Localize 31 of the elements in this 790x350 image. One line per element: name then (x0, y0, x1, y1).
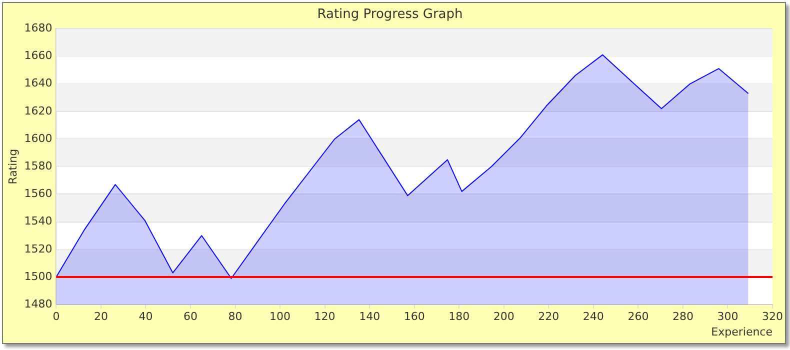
x-tick-label: 100 (270, 310, 291, 324)
y-tick-label: 1560 (24, 187, 52, 200)
x-tick-label: 80 (228, 310, 242, 324)
y-tick-label: 1640 (24, 76, 52, 90)
x-tick-label: 240 (582, 310, 604, 324)
y-tick-label: 1680 (24, 21, 52, 34)
y-tick-label: 1600 (24, 132, 52, 145)
y-axis-title: Rating (6, 148, 20, 184)
y-tick-label: 1660 (24, 49, 52, 62)
x-tick-label: 280 (672, 310, 694, 324)
x-tick-label: 320 (762, 310, 783, 324)
y-tick-label: 1480 (24, 297, 52, 310)
x-tick-label: 260 (628, 310, 649, 324)
x-axis-title: Experience (711, 325, 773, 338)
y-tick-label: 1580 (24, 159, 52, 172)
x-tick-label: 60 (184, 310, 198, 324)
y-tick-label: 1520 (24, 242, 52, 256)
y-tick-label: 1500 (24, 270, 52, 283)
y-tick-label: 1620 (24, 104, 52, 118)
x-tick-label: 200 (493, 310, 514, 324)
x-tick-label: 220 (538, 310, 560, 324)
y-tick-label: 1540 (24, 214, 52, 228)
x-tick-label: 140 (359, 310, 380, 324)
chart-title: Rating Progress Graph (317, 7, 463, 22)
x-tick-label: 160 (404, 310, 425, 324)
x-tick-label: 40 (138, 310, 153, 324)
x-tick-label: 180 (448, 310, 470, 324)
x-tick-label: 120 (314, 310, 336, 324)
x-tick-label: 20 (94, 310, 108, 324)
x-tick-label: 300 (717, 310, 738, 324)
x-tick-label: 0 (52, 310, 60, 324)
